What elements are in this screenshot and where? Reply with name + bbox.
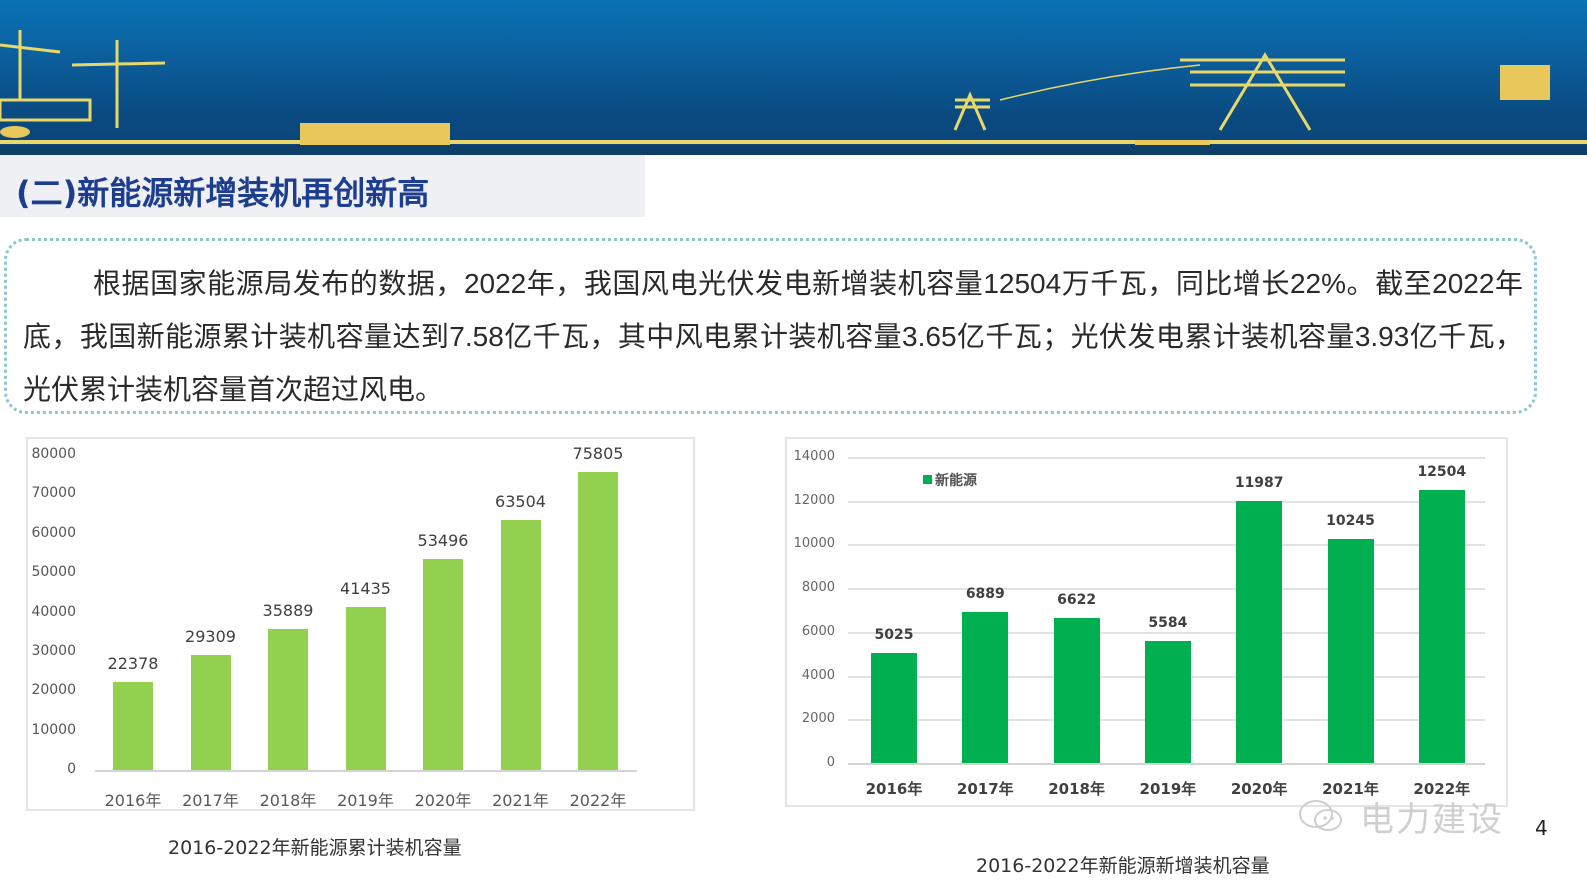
x-axis-label: 2020年 xyxy=(414,791,472,810)
gridline xyxy=(848,588,1485,591)
summary-box: 根据国家能源局发布的数据，2022年，我国风电光伏发电新增装机容量12504万千… xyxy=(4,238,1537,414)
y-axis-tick: 2000 xyxy=(801,711,835,727)
legend-swatch xyxy=(923,475,932,484)
x-axis-label: 2021年 xyxy=(492,791,549,810)
data-label: 11987 xyxy=(1234,474,1284,491)
y-axis-tick: 40000 xyxy=(31,603,76,620)
gridline xyxy=(848,500,1485,503)
bar xyxy=(500,519,541,770)
watermark-text: 电力建设 xyxy=(1360,800,1504,840)
x-axis-label: 2018年 xyxy=(1048,780,1105,798)
y-axis-tick: 14000 xyxy=(793,449,835,464)
bar xyxy=(1418,489,1465,763)
y-axis-tick: 80000 xyxy=(31,446,76,462)
data-label: 63504 xyxy=(495,491,546,511)
x-axis-line xyxy=(95,770,637,772)
y-axis-tick: 0 xyxy=(67,761,76,777)
y-axis-tick: 70000 xyxy=(31,485,76,502)
gridline xyxy=(848,457,1485,459)
y-axis-tick: 50000 xyxy=(31,564,76,581)
y-axis-tick: 20000 xyxy=(31,682,76,699)
y-axis-tick: 10000 xyxy=(31,721,76,738)
x-axis-label: 2022年 xyxy=(569,791,627,810)
data-label: 5584 xyxy=(1148,614,1188,631)
power-infrastructure-illustration xyxy=(0,30,1587,145)
y-axis-tick: 6000 xyxy=(801,623,835,639)
x-axis-label: 2017年 xyxy=(182,791,239,810)
bar xyxy=(962,612,1009,763)
x-axis-label: 2020年 xyxy=(1230,780,1288,798)
x-axis-label: 2019年 xyxy=(337,791,394,810)
data-label: 6622 xyxy=(1057,592,1097,609)
left-chart-caption: 2016-2022年新能源累计装机容量 xyxy=(168,837,462,859)
y-axis-tick: 0 xyxy=(826,755,835,770)
chart-legend: 新能源 xyxy=(923,470,977,490)
data-label: 10245 xyxy=(1326,513,1375,530)
data-label: 41435 xyxy=(340,578,391,598)
section-title-bar xyxy=(0,155,645,217)
bar xyxy=(578,471,618,770)
gridline xyxy=(848,631,1485,634)
x-axis-label: 2017年 xyxy=(956,780,1014,798)
x-axis-label: 2016年 xyxy=(865,780,923,798)
bar xyxy=(1053,618,1100,763)
data-label: 22378 xyxy=(107,653,159,673)
bar xyxy=(1144,640,1191,763)
right-chart-caption: 2016-2022年新能源新增装机容量 xyxy=(976,855,1270,877)
wechat-icon xyxy=(1299,800,1342,831)
data-label: 6889 xyxy=(965,586,1005,603)
x-axis-line xyxy=(848,763,1485,765)
data-label: 53496 xyxy=(417,531,469,551)
bar xyxy=(1236,500,1283,763)
bar xyxy=(345,606,386,770)
banner-bottom-strip xyxy=(0,145,1587,155)
page-number: 4 xyxy=(1535,816,1548,840)
gridline xyxy=(848,544,1485,547)
y-axis-tick: 60000 xyxy=(31,524,76,541)
data-label: 35889 xyxy=(262,600,314,620)
y-axis-tick: 8000 xyxy=(801,580,835,596)
bar xyxy=(268,628,308,770)
data-label: 12504 xyxy=(1417,463,1467,480)
bar xyxy=(423,559,463,770)
bar xyxy=(871,653,917,763)
data-label: 29309 xyxy=(185,626,236,646)
y-axis-tick: 30000 xyxy=(31,642,76,659)
x-axis-label: 2019年 xyxy=(1139,780,1197,798)
x-axis-label: 2022年 xyxy=(1413,780,1471,798)
data-label: 75805 xyxy=(572,443,624,463)
x-axis-label: 2021年 xyxy=(1322,780,1379,798)
y-axis-tick: 12000 xyxy=(793,492,835,508)
header-banner xyxy=(0,0,1587,155)
x-axis-label: 2018年 xyxy=(259,791,317,810)
bar xyxy=(1327,539,1374,763)
y-axis-tick: 4000 xyxy=(801,667,835,683)
bar xyxy=(113,681,153,770)
section-title: (二)新能源新增装机再创新高 xyxy=(16,174,430,212)
bar xyxy=(190,654,231,770)
data-label: 5025 xyxy=(874,627,914,644)
y-axis-tick: 10000 xyxy=(793,536,835,552)
legend-label: 新能源 xyxy=(935,473,977,489)
summary-text: 根据国家能源局发布的数据，2022年，我国风电光伏发电新增装机容量12504万千… xyxy=(23,268,1523,405)
x-axis-label: 2016年 xyxy=(104,791,162,810)
